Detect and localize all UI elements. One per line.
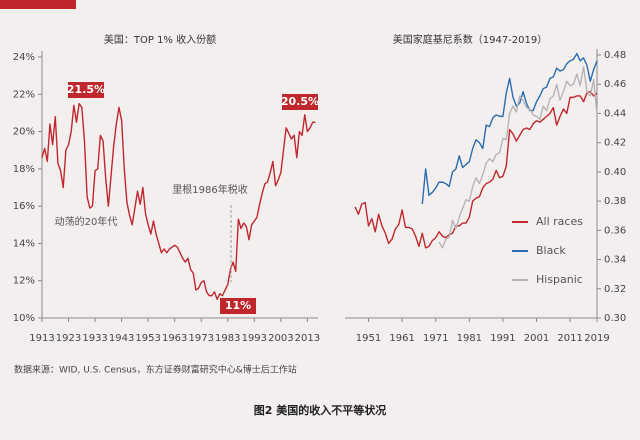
- annotation: 21.5%: [67, 83, 105, 96]
- series-line: [41, 102, 316, 301]
- y-tick-label: 0.46: [604, 79, 626, 90]
- legend-label: Black: [536, 244, 566, 257]
- y-tick-label: 0.40: [604, 167, 626, 178]
- y-tick-label: 12%: [13, 276, 35, 287]
- y-tick-label: 0.30: [604, 313, 626, 324]
- x-tick-label: 1951: [356, 333, 381, 344]
- x-tick-label: 2001: [524, 333, 549, 344]
- corner-bar: [0, 0, 76, 9]
- x-tick-label: 1991: [490, 333, 515, 344]
- x-tick-label: 1943: [109, 333, 134, 344]
- y-tick-label: 0.38: [604, 196, 626, 207]
- x-tick-label: 2011: [557, 333, 582, 344]
- x-tick-label: 1971: [423, 333, 448, 344]
- x-tick-label: 1983: [215, 333, 240, 344]
- y-tick-label: 18%: [13, 164, 35, 175]
- x-tick-label: 1963: [162, 333, 187, 344]
- series-line: [354, 90, 598, 249]
- x-tick-label: 1981: [457, 333, 482, 344]
- source-note: 数据来源：WID, U.S. Census，东方证券财富研究中心&博士后工作站: [14, 364, 297, 376]
- y-tick-label: 0.44: [604, 108, 626, 119]
- x-tick-label: 1953: [135, 333, 160, 344]
- chart-title: 美国：TOP 1% 收入份额: [104, 33, 216, 46]
- series-line: [438, 65, 598, 249]
- x-tick-label: 2019: [584, 333, 609, 344]
- y-tick-label: 16%: [13, 201, 35, 212]
- y-tick-label: 10%: [13, 313, 35, 324]
- legend-label: All races: [536, 215, 583, 228]
- annotation-box: [220, 298, 256, 314]
- y-tick-label: 0.36: [604, 225, 626, 236]
- annotation: 里根1986年税收: [172, 183, 247, 196]
- y-tick-label: 24%: [13, 52, 35, 63]
- x-tick-label: 1913: [29, 333, 54, 344]
- y-tick-label: 22%: [13, 89, 35, 100]
- annotation: 20.5%: [281, 95, 319, 108]
- annotation: 11%: [225, 299, 251, 312]
- x-tick-label: 2013: [295, 333, 320, 344]
- x-tick-label: 1973: [189, 333, 214, 344]
- chart-title: 美国家庭基尼系数（1947-2019）: [393, 33, 548, 46]
- x-tick-label: 1961: [389, 333, 414, 344]
- y-tick-label: 0.42: [604, 138, 626, 149]
- caption: 图2 美国的收入不平等状况: [254, 403, 386, 417]
- y-tick-label: 0.32: [604, 284, 626, 295]
- legend-label: Hispanic: [536, 273, 583, 286]
- y-tick-label: 20%: [13, 127, 35, 138]
- series-line: [421, 52, 598, 205]
- x-tick-label: 1923: [56, 333, 81, 344]
- x-tick-label: 2003: [268, 333, 293, 344]
- annotation: 动荡的20年代: [55, 215, 118, 228]
- y-tick-label: 14%: [13, 238, 35, 249]
- x-tick-label: 1933: [82, 333, 107, 344]
- x-tick-label: 1993: [242, 333, 267, 344]
- y-tick-label: 0.48: [604, 50, 626, 61]
- y-tick-label: 0.34: [604, 255, 626, 266]
- annotation-box: [282, 94, 318, 110]
- annotation-box: [68, 82, 104, 98]
